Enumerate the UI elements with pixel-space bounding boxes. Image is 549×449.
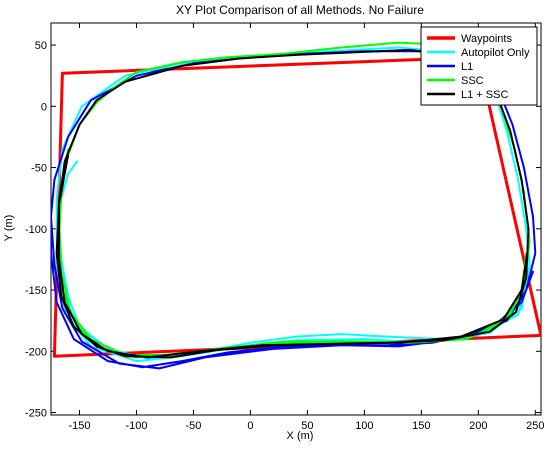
chart-title: XY Plot Comparison of all Methods. No Fa… <box>176 3 424 17</box>
legend-label: Waypoints <box>461 33 512 45</box>
legend-label: L1 + SSC <box>461 89 508 101</box>
y-tick-label: 50 <box>35 40 47 52</box>
x-tick-label: -150 <box>68 420 90 432</box>
legend-label: SSC <box>461 75 484 87</box>
x-tick-label: 150 <box>412 420 430 432</box>
x-tick-label: 100 <box>355 420 373 432</box>
y-tick-label: -250 <box>25 408 47 420</box>
y-tick-label: -150 <box>25 285 47 297</box>
x-axis-label: X (m) <box>287 430 314 442</box>
x-tick-label: 250 <box>526 420 544 432</box>
legend: Waypoints Autopilot Only L1 SSC L1 + SSC <box>420 26 538 106</box>
x-tick-label: 200 <box>469 420 487 432</box>
y-tick-label: -50 <box>31 163 47 175</box>
legend-label: L1 <box>461 61 473 73</box>
y-tick-label: -100 <box>25 224 47 236</box>
y-tick-label: 0 <box>41 101 47 113</box>
y-axis-label: Y (m) <box>3 215 15 242</box>
y-tick-label: -200 <box>25 346 47 358</box>
x-tick-label: -100 <box>125 420 147 432</box>
x-tick-label: -50 <box>185 420 201 432</box>
x-tick-label: 50 <box>301 420 313 432</box>
x-tick-label: 0 <box>247 420 253 432</box>
series-line-l1-ssc <box>55 48 530 359</box>
legend-label: Autopilot Only <box>461 47 530 59</box>
